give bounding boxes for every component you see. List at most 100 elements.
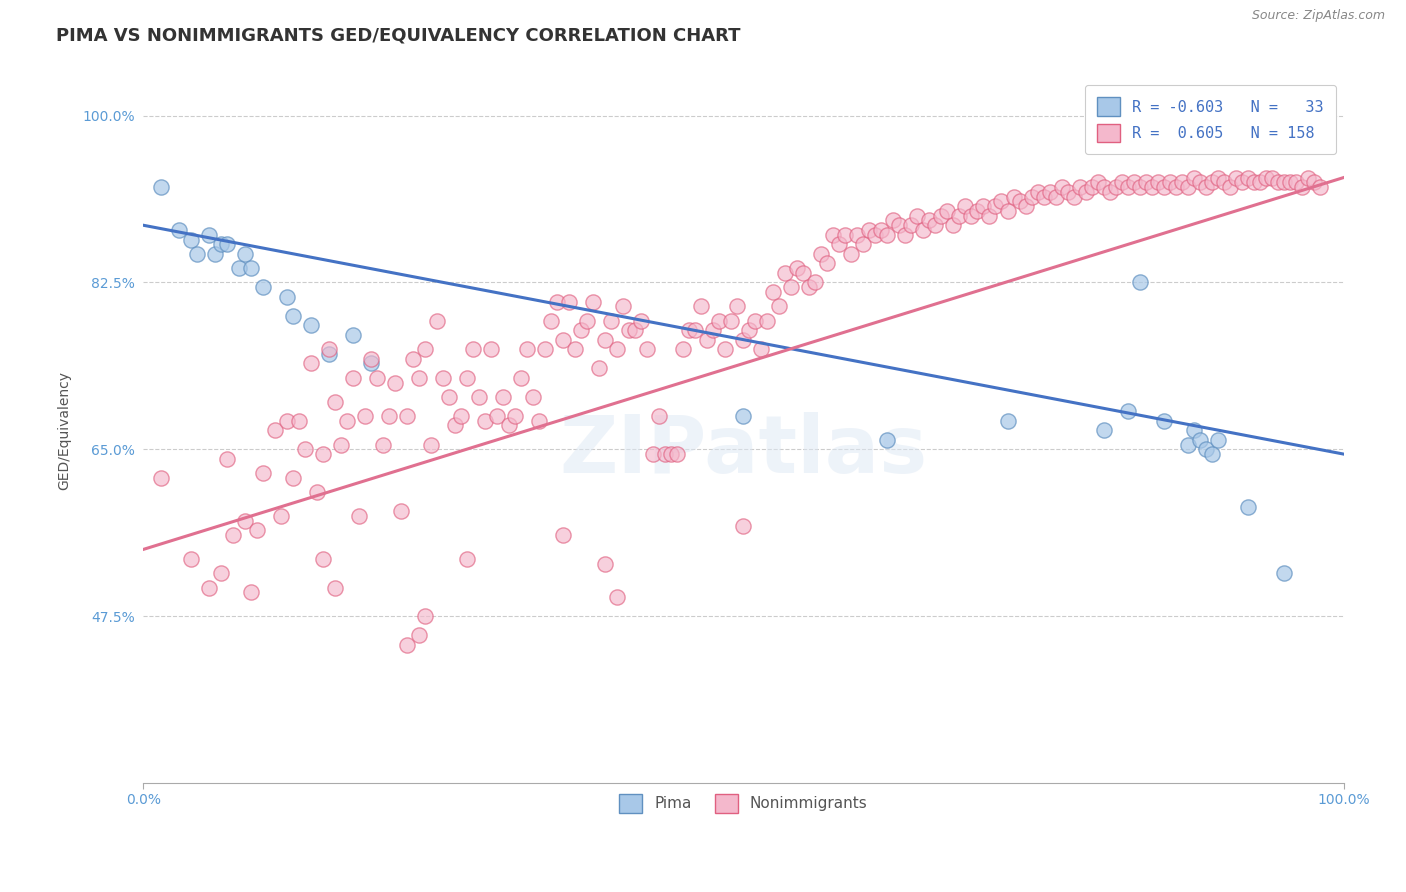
Point bbox=[366, 371, 388, 385]
Point bbox=[834, 227, 856, 242]
Point bbox=[415, 342, 437, 356]
Point bbox=[456, 371, 478, 385]
Point bbox=[553, 333, 575, 347]
Point bbox=[209, 237, 232, 252]
Point bbox=[463, 342, 485, 356]
Point bbox=[1291, 180, 1313, 194]
Point bbox=[810, 247, 832, 261]
Point bbox=[1032, 189, 1054, 203]
Point bbox=[733, 333, 755, 347]
Point bbox=[1296, 170, 1319, 185]
Point bbox=[342, 327, 364, 342]
Point bbox=[1128, 276, 1150, 290]
Point bbox=[209, 566, 232, 581]
Point bbox=[373, 437, 395, 451]
Point bbox=[936, 203, 959, 218]
Point bbox=[984, 199, 1007, 213]
Point bbox=[1092, 180, 1115, 194]
Point bbox=[336, 414, 359, 428]
Point bbox=[876, 433, 898, 447]
Point bbox=[1111, 175, 1133, 189]
Point bbox=[299, 357, 322, 371]
Point bbox=[751, 342, 773, 356]
Point bbox=[619, 323, 641, 337]
Point bbox=[1201, 447, 1223, 461]
Point bbox=[516, 342, 538, 356]
Point bbox=[1045, 189, 1067, 203]
Point bbox=[865, 227, 887, 242]
Point bbox=[252, 280, 274, 294]
Point bbox=[997, 414, 1019, 428]
Point bbox=[1135, 175, 1157, 189]
Point bbox=[505, 409, 527, 423]
Point bbox=[799, 280, 821, 294]
Point bbox=[696, 333, 718, 347]
Point bbox=[1236, 500, 1258, 514]
Point bbox=[318, 347, 340, 361]
Point bbox=[240, 261, 263, 276]
Point bbox=[960, 209, 983, 223]
Point bbox=[1038, 185, 1060, 199]
Point bbox=[690, 299, 713, 313]
Point bbox=[1002, 189, 1025, 203]
Point bbox=[648, 409, 671, 423]
Point bbox=[222, 528, 245, 542]
Point bbox=[725, 299, 748, 313]
Point bbox=[1056, 185, 1078, 199]
Point bbox=[283, 471, 305, 485]
Point bbox=[486, 409, 509, 423]
Point bbox=[786, 261, 808, 276]
Point bbox=[240, 585, 263, 599]
Point bbox=[1092, 423, 1115, 437]
Point bbox=[685, 323, 707, 337]
Text: PIMA VS NONIMMIGRANTS GED/EQUIVALENCY CORRELATION CHART: PIMA VS NONIMMIGRANTS GED/EQUIVALENCY CO… bbox=[56, 27, 741, 45]
Point bbox=[654, 447, 676, 461]
Point bbox=[889, 219, 911, 233]
Point bbox=[1080, 180, 1102, 194]
Point bbox=[1188, 433, 1211, 447]
Point bbox=[408, 371, 430, 385]
Point bbox=[733, 518, 755, 533]
Point bbox=[312, 552, 335, 566]
Point bbox=[1159, 175, 1181, 189]
Point bbox=[1170, 175, 1192, 189]
Point bbox=[1074, 185, 1097, 199]
Point bbox=[672, 342, 695, 356]
Point bbox=[990, 194, 1012, 209]
Point bbox=[1153, 180, 1175, 194]
Point bbox=[180, 552, 202, 566]
Point bbox=[330, 437, 353, 451]
Point bbox=[498, 418, 520, 433]
Point bbox=[276, 414, 298, 428]
Point bbox=[823, 227, 845, 242]
Point bbox=[841, 247, 863, 261]
Point bbox=[479, 342, 502, 356]
Point bbox=[402, 351, 425, 366]
Point bbox=[468, 390, 491, 404]
Point bbox=[186, 247, 208, 261]
Point bbox=[378, 409, 401, 423]
Point bbox=[534, 342, 557, 356]
Point bbox=[1206, 170, 1229, 185]
Point bbox=[553, 528, 575, 542]
Point bbox=[396, 638, 419, 652]
Point bbox=[439, 390, 461, 404]
Point bbox=[270, 509, 292, 524]
Point bbox=[624, 323, 647, 337]
Point bbox=[233, 247, 256, 261]
Point bbox=[540, 313, 562, 327]
Point bbox=[714, 342, 737, 356]
Point bbox=[1069, 180, 1091, 194]
Point bbox=[167, 223, 190, 237]
Point bbox=[595, 557, 617, 571]
Point bbox=[702, 323, 724, 337]
Point bbox=[252, 466, 274, 480]
Point bbox=[912, 223, 935, 237]
Point bbox=[661, 447, 683, 461]
Point bbox=[1284, 175, 1306, 189]
Point bbox=[643, 447, 665, 461]
Point bbox=[522, 390, 544, 404]
Point bbox=[1128, 180, 1150, 194]
Point bbox=[1153, 414, 1175, 428]
Text: Source: ZipAtlas.com: Source: ZipAtlas.com bbox=[1251, 9, 1385, 22]
